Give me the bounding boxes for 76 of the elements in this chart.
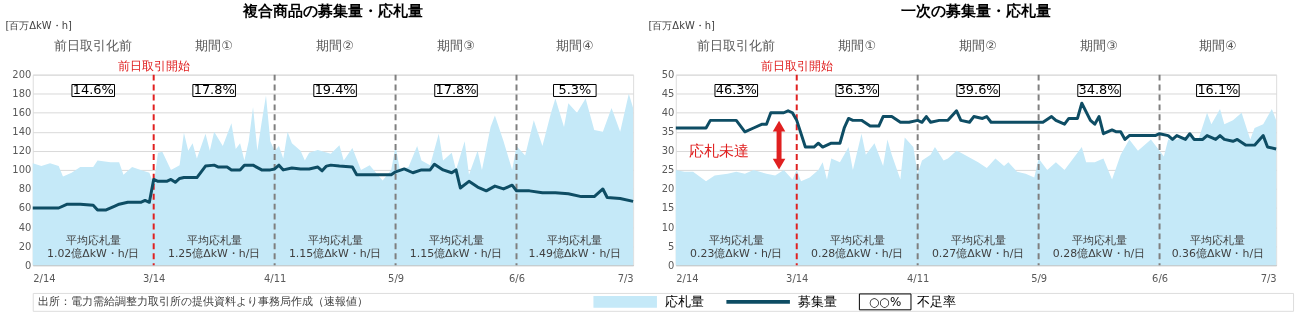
text: 期間① — [838, 37, 876, 53]
annotation: 16.1% — [1197, 82, 1239, 98]
annotation: 平均応札量 1.49億ΔkW・h/日 — [528, 234, 622, 261]
text: 期間② — [959, 37, 997, 53]
x-tick-label: 5/9 — [1031, 272, 1048, 284]
text: 出所：電力需給調整力取引所の提供資料より事務局作成（速報値） — [37, 294, 368, 308]
text: 前日取引化前 — [697, 37, 776, 53]
y-tick-label: 60 — [18, 202, 32, 214]
y-tick-label: 0 — [667, 259, 675, 271]
legend-label: 募集量 — [797, 293, 837, 309]
y-tick-label: 0 — [24, 259, 32, 271]
y-tick-label: 100 — [12, 164, 32, 176]
x-tick-label: 3/14 — [143, 272, 166, 284]
y-axis-title: [百万ΔkW・h] — [5, 20, 72, 32]
annotation: 36.3% — [836, 82, 878, 98]
ref-line-label: 前日取引開始 — [760, 58, 833, 73]
x-tick-label: 7/3 — [1260, 272, 1277, 284]
text: 期間④ — [1199, 37, 1237, 53]
y-tick-label: 200 — [12, 69, 32, 81]
y-tick-label: 15 — [661, 202, 675, 214]
annotation: 5.3% — [558, 82, 592, 98]
annotation: 平均応札量 0.27億ΔkW・h/日 — [931, 234, 1025, 261]
x-tick-label: 4/11 — [907, 272, 930, 284]
annotation: 17.8% — [193, 82, 235, 98]
x-tick-label: 7/3 — [617, 272, 634, 284]
y-tick-label: 160 — [12, 107, 32, 119]
annotation: 34.8% — [1078, 82, 1120, 98]
annotation: 平均応札量 1.15億ΔkW・h/日 — [288, 234, 382, 261]
text: 前日取引化前 — [54, 37, 133, 53]
annotation: 平均応札量 1.02億ΔkW・h/日 — [47, 234, 140, 261]
annotation: 14.6% — [72, 82, 114, 98]
text: 不足率 — [916, 293, 956, 309]
chart-title: 複合商品の募集量・応札量 — [241, 2, 423, 21]
y-tick-label: 40 — [18, 221, 32, 233]
text: 期間③ — [1080, 37, 1118, 53]
y-tick-label: 120 — [12, 145, 32, 157]
x-tick-label: 5/9 — [388, 272, 405, 284]
ref-line-label: 前日取引開始 — [117, 58, 190, 73]
text: ○○% — [869, 294, 902, 309]
legend-label: 応札量 — [664, 293, 704, 309]
y-tick-label: 25 — [661, 164, 675, 176]
x-tick-label: 2/14 — [33, 272, 56, 284]
text: 期間④ — [556, 37, 594, 53]
x-tick-label: 6/6 — [1152, 272, 1169, 284]
y-tick-label: 40 — [661, 107, 675, 119]
text: 期間③ — [437, 37, 475, 53]
y-tick-label: 20 — [661, 183, 675, 195]
x-tick-label: 4/11 — [264, 272, 287, 284]
y-tick-label: 20 — [18, 240, 32, 252]
chart-title: 一次の募集量・応札量 — [900, 2, 1051, 21]
annotation: 平均応札量 0.36億ΔkW・h/日 — [1171, 234, 1265, 261]
y-tick-label: 30 — [661, 145, 675, 157]
annotation: 平均応札量 1.25億ΔkW・h/日 — [167, 234, 261, 261]
annotation: 19.4% — [314, 82, 356, 98]
y-axis-title: [百万ΔkW・h] — [648, 20, 715, 32]
annotation: 平均応札量 0.28億ΔkW・h/日 — [810, 234, 904, 261]
text: 期間① — [195, 37, 233, 53]
y-tick-label: 80 — [18, 183, 32, 195]
x-tick-label: 6/6 — [509, 272, 525, 284]
y-tick-label: 35 — [661, 126, 675, 138]
annotation: 平均応札量 0.23億ΔkW・h/日 — [690, 234, 783, 261]
annotation: 17.8% — [435, 82, 477, 98]
y-tick-label: 140 — [12, 126, 32, 138]
y-tick-label: 50 — [661, 69, 675, 81]
x-tick-label: 2/14 — [676, 272, 699, 284]
y-tick-label: 45 — [661, 88, 675, 100]
annotation: 39.6% — [957, 82, 999, 98]
x-tick-label: 3/14 — [786, 272, 809, 284]
annotation: 平均応札量 1.15億ΔkW・h/日 — [409, 234, 503, 261]
y-tick-label: 180 — [12, 88, 32, 100]
text: 期間② — [316, 37, 354, 53]
y-tick-label: 5 — [667, 240, 675, 252]
annotation: 46.3% — [715, 82, 757, 98]
y-tick-label: 10 — [661, 221, 675, 233]
annotation: 平均応札量 0.28億ΔkW・h/日 — [1052, 234, 1146, 261]
annotation: 応札未達 — [689, 141, 750, 160]
